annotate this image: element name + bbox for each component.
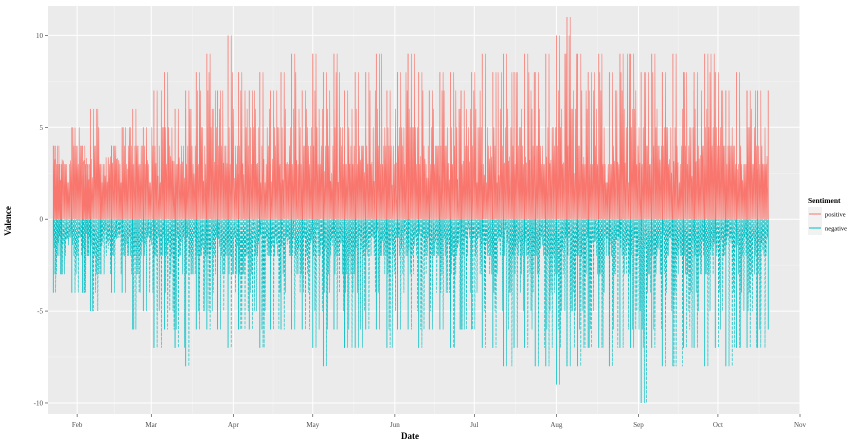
- legend-label-negative: negative: [825, 226, 847, 233]
- x-axis-title: Date: [401, 431, 419, 441]
- x-tick-label: Jun: [390, 421, 400, 429]
- legend-title: Sentiment: [808, 196, 841, 205]
- x-tick-label: Apr: [228, 421, 240, 429]
- y-tick-label: -5: [37, 308, 43, 316]
- y-tick-label: 0: [40, 216, 44, 224]
- legend: Sentiment positive negative: [808, 196, 847, 235]
- legend-item-negative: negative: [808, 221, 847, 235]
- series-line-positive: [53, 16, 769, 220]
- y-axis-title: Valence: [3, 206, 13, 236]
- y-tick-label: 5: [40, 124, 44, 132]
- x-axis: Feb Mar Apr May Jun Jul Aug Sep Oct Nov: [72, 414, 807, 429]
- x-tick-label: Aug: [550, 421, 563, 429]
- y-axis: -10 -5 0 5 10: [34, 32, 48, 407]
- series-line-negative: [53, 219, 769, 404]
- x-tick-label: Feb: [72, 421, 83, 429]
- x-tick-label: Mar: [145, 421, 157, 429]
- x-tick-label: May: [306, 421, 319, 429]
- legend-item-positive: positive: [808, 207, 846, 221]
- y-tick-label: 10: [36, 32, 44, 40]
- series-positive: [52, 16, 769, 220]
- x-tick-label: Oct: [713, 421, 723, 429]
- x-tick-label: Nov: [794, 421, 807, 429]
- legend-label-positive: positive: [825, 212, 846, 219]
- series-layer: [52, 16, 769, 404]
- x-tick-label: Sep: [633, 421, 644, 429]
- x-tick-label: Jul: [470, 421, 478, 429]
- y-tick-label: -10: [34, 399, 44, 407]
- series-negative: [52, 219, 769, 404]
